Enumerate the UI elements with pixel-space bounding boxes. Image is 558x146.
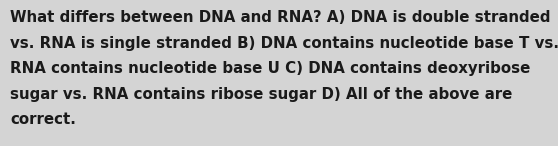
Text: What differs between DNA and RNA? A) DNA is double stranded: What differs between DNA and RNA? A) DNA… xyxy=(10,10,551,25)
Text: correct.: correct. xyxy=(10,112,76,127)
Text: sugar vs. RNA contains ribose sugar D) All of the above are: sugar vs. RNA contains ribose sugar D) A… xyxy=(10,87,512,102)
Text: vs. RNA is single stranded B) DNA contains nucleotide base T vs.: vs. RNA is single stranded B) DNA contai… xyxy=(10,36,558,51)
Text: RNA contains nucleotide base U C) DNA contains deoxyribose: RNA contains nucleotide base U C) DNA co… xyxy=(10,61,531,76)
